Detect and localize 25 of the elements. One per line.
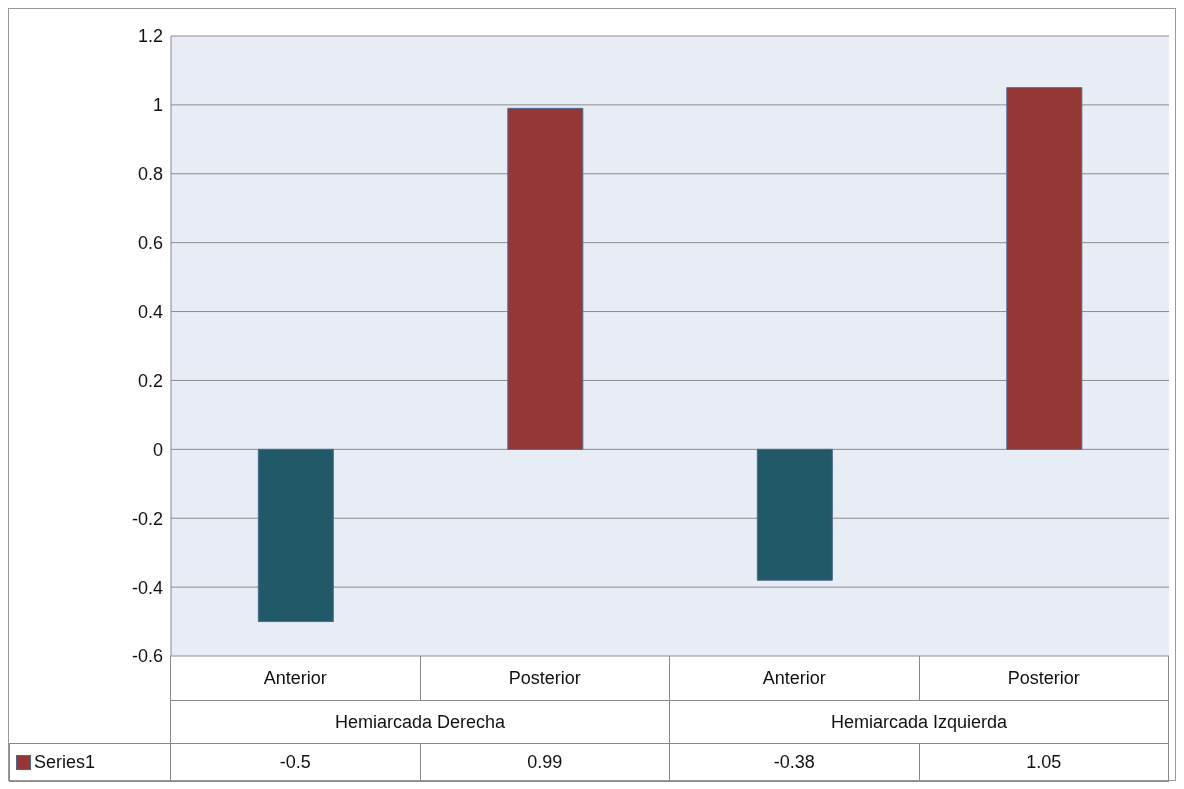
text: Hemiarcada Derecha bbox=[171, 700, 670, 744]
y-tick-label: 0.8 bbox=[137, 164, 163, 185]
data-label: -0.38 bbox=[670, 744, 920, 782]
x-tick-label: Anterior bbox=[670, 656, 920, 700]
bar bbox=[756, 448, 833, 581]
bar bbox=[257, 448, 334, 623]
data-label: 1.05 bbox=[919, 744, 1169, 782]
x-tick-label: Anterior bbox=[171, 656, 421, 700]
y-tick-label: 1 bbox=[152, 95, 163, 116]
text: Hemiarcada Izquierda bbox=[670, 700, 1169, 744]
bar bbox=[507, 107, 584, 450]
y-tick-label: -0.6 bbox=[131, 646, 163, 667]
data-label: 0.99 bbox=[420, 744, 670, 782]
data-label: -0.5 bbox=[171, 744, 421, 782]
y-tick-label: -0.4 bbox=[131, 577, 163, 598]
y-tick-label: 0.4 bbox=[137, 301, 163, 322]
y-tick-label: 0 bbox=[152, 439, 163, 460]
legend-label: Series1 bbox=[9, 744, 171, 782]
y-tick-label: 0.6 bbox=[137, 233, 163, 254]
y-tick-label: 0.2 bbox=[137, 370, 163, 391]
x-tick-label: Posterior bbox=[420, 656, 670, 700]
x-tick-label: Posterior bbox=[919, 656, 1169, 700]
y-tick-label: -0.2 bbox=[131, 508, 163, 529]
bar bbox=[1006, 87, 1083, 450]
y-tick-label: 1.2 bbox=[137, 26, 163, 47]
